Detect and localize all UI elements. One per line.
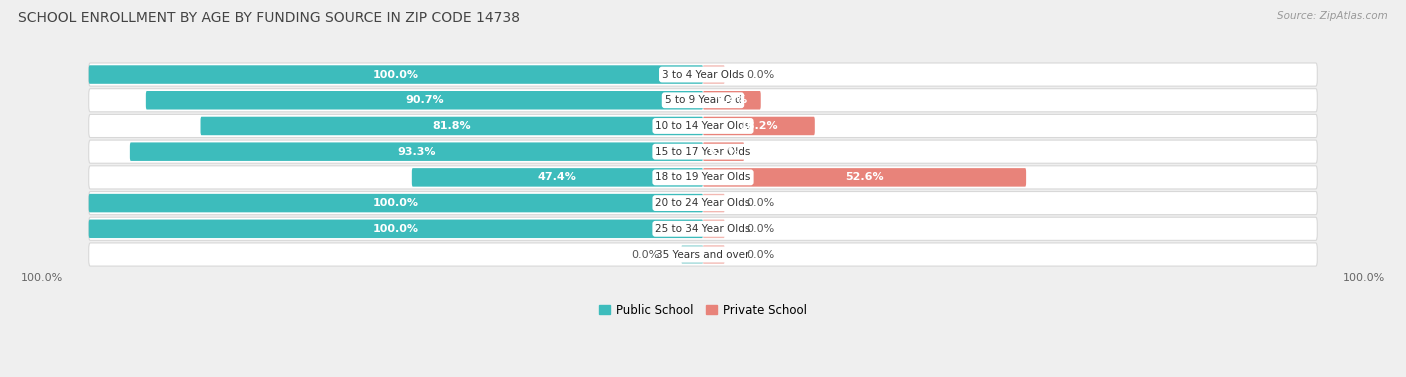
Text: SCHOOL ENROLLMENT BY AGE BY FUNDING SOURCE IN ZIP CODE 14738: SCHOOL ENROLLMENT BY AGE BY FUNDING SOUR… — [18, 11, 520, 25]
Text: 20 to 24 Year Olds: 20 to 24 Year Olds — [655, 198, 751, 208]
FancyBboxPatch shape — [703, 91, 761, 109]
Text: 81.8%: 81.8% — [433, 121, 471, 131]
FancyBboxPatch shape — [89, 140, 1317, 163]
Text: 100.0%: 100.0% — [21, 273, 63, 283]
Text: 3 to 4 Year Olds: 3 to 4 Year Olds — [662, 69, 744, 80]
FancyBboxPatch shape — [89, 243, 1317, 266]
Text: 10 to 14 Year Olds: 10 to 14 Year Olds — [655, 121, 751, 131]
FancyBboxPatch shape — [682, 245, 703, 264]
FancyBboxPatch shape — [703, 117, 815, 135]
Text: 100.0%: 100.0% — [373, 69, 419, 80]
Text: 0.0%: 0.0% — [747, 250, 775, 259]
FancyBboxPatch shape — [146, 91, 703, 109]
FancyBboxPatch shape — [703, 168, 1026, 187]
FancyBboxPatch shape — [703, 245, 724, 264]
Text: 18 to 19 Year Olds: 18 to 19 Year Olds — [655, 172, 751, 182]
FancyBboxPatch shape — [703, 143, 744, 161]
FancyBboxPatch shape — [703, 219, 724, 238]
Text: 0.0%: 0.0% — [747, 198, 775, 208]
Text: 6.7%: 6.7% — [709, 147, 740, 157]
Text: 0.0%: 0.0% — [747, 69, 775, 80]
FancyBboxPatch shape — [412, 168, 703, 187]
Text: 5 to 9 Year Old: 5 to 9 Year Old — [665, 95, 741, 105]
Text: Source: ZipAtlas.com: Source: ZipAtlas.com — [1277, 11, 1388, 21]
FancyBboxPatch shape — [89, 192, 1317, 215]
FancyBboxPatch shape — [703, 194, 724, 212]
Text: 9.4%: 9.4% — [716, 95, 748, 105]
Text: 93.3%: 93.3% — [396, 147, 436, 157]
FancyBboxPatch shape — [89, 194, 703, 212]
Text: 18.2%: 18.2% — [740, 121, 778, 131]
Legend: Public School, Private School: Public School, Private School — [593, 299, 813, 321]
Text: 100.0%: 100.0% — [373, 224, 419, 234]
FancyBboxPatch shape — [89, 89, 1317, 112]
Text: 25 to 34 Year Olds: 25 to 34 Year Olds — [655, 224, 751, 234]
Text: 100.0%: 100.0% — [1343, 273, 1385, 283]
Text: 52.6%: 52.6% — [845, 172, 884, 182]
FancyBboxPatch shape — [703, 65, 724, 84]
Text: 90.7%: 90.7% — [405, 95, 444, 105]
Text: 0.0%: 0.0% — [747, 224, 775, 234]
Text: 47.4%: 47.4% — [538, 172, 576, 182]
FancyBboxPatch shape — [89, 63, 1317, 86]
FancyBboxPatch shape — [89, 166, 1317, 189]
Text: 35 Years and over: 35 Years and over — [657, 250, 749, 259]
FancyBboxPatch shape — [89, 217, 1317, 241]
FancyBboxPatch shape — [89, 65, 703, 84]
FancyBboxPatch shape — [129, 143, 703, 161]
Text: 0.0%: 0.0% — [631, 250, 659, 259]
Text: 15 to 17 Year Olds: 15 to 17 Year Olds — [655, 147, 751, 157]
Text: 100.0%: 100.0% — [373, 198, 419, 208]
FancyBboxPatch shape — [89, 114, 1317, 138]
FancyBboxPatch shape — [89, 219, 703, 238]
FancyBboxPatch shape — [201, 117, 703, 135]
